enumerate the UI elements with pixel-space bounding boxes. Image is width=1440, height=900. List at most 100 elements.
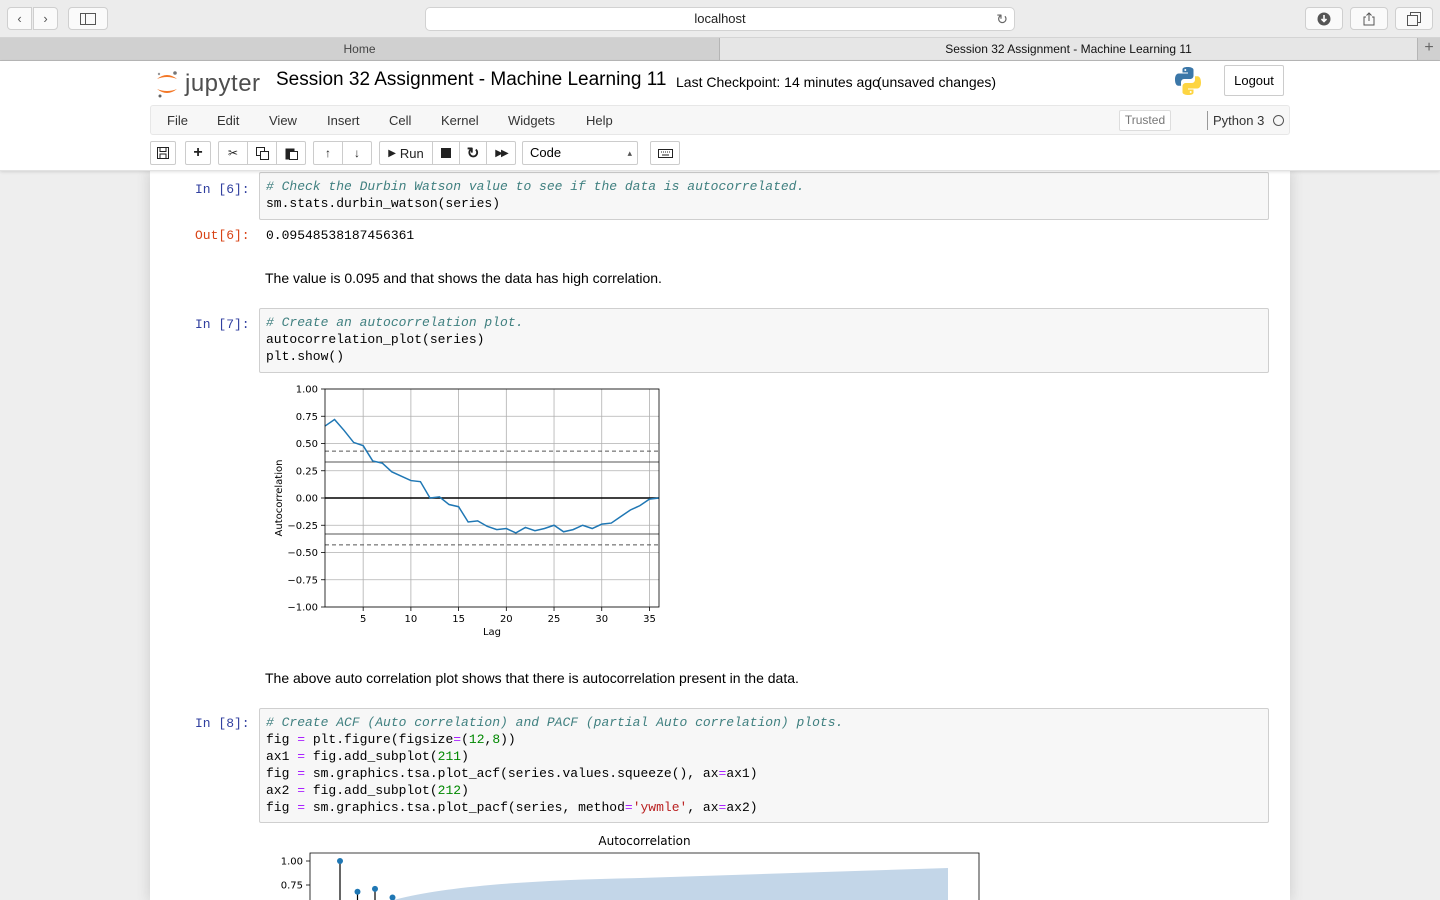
sidebar-toggle-button[interactable] [68, 7, 108, 30]
save-button[interactable] [150, 141, 176, 165]
tab-overview-button[interactable] [1395, 7, 1433, 30]
interrupt-button[interactable] [432, 141, 460, 165]
restart-icon: ↻ [466, 145, 480, 162]
keyboard-icon [657, 148, 673, 158]
tabs-icon [1407, 11, 1421, 26]
autocorrelation-line [324, 418, 660, 534]
cell-8-input[interactable]: # Create ACF (Auto correlation) and PACF… [259, 708, 1269, 823]
notebook-title[interactable]: Session 32 Assignment - Machine Learning… [276, 69, 667, 90]
plot-frame [309, 852, 980, 900]
jupyter-header: jupyter Session 32 Assignment - Machine … [0, 61, 1440, 171]
run-button[interactable]: ▶ Run [379, 141, 433, 165]
cell-6-output-prompt: Out[6]: [195, 228, 250, 243]
step-forward-icon: ▶ [388, 147, 396, 159]
menu-kernel[interactable]: Kernel [441, 113, 479, 128]
acf-marker [389, 894, 396, 900]
restart-run-all-button[interactable]: ▶▶ [486, 141, 516, 165]
menu-edit[interactable]: Edit [217, 113, 240, 128]
menubar: File Edit View Insert Cell Kernel Widget… [150, 105, 1290, 135]
cell-type-select[interactable]: Code ▴ [522, 141, 638, 165]
move-up-button[interactable]: ↑ [313, 141, 343, 165]
copy-icon [255, 146, 269, 160]
code-comment: # Create an autocorrelation plot. [266, 315, 524, 330]
plus-icon: + [1424, 39, 1434, 56]
fast-forward-icon: ▶▶ [495, 147, 508, 159]
share-icon [1363, 11, 1375, 25]
autosave-status: (unsaved changes) [877, 74, 997, 90]
x-tick-label: 10 [405, 614, 418, 625]
x-axis-label: Lag [483, 627, 501, 638]
menu-file[interactable]: File [167, 113, 188, 128]
menu-help[interactable]: Help [586, 113, 613, 128]
y-tick-label: 1.00 [281, 857, 303, 868]
paste-button[interactable] [276, 141, 306, 165]
move-down-button[interactable]: ↓ [342, 141, 372, 165]
acf-marker [372, 885, 378, 892]
arrow-up-icon: ↑ [325, 146, 331, 160]
menu-cell[interactable]: Cell [389, 113, 412, 128]
cell-8-code: # Create ACF (Auto correlation) and PACF… [266, 715, 844, 815]
logo-text: jupyter [185, 70, 261, 97]
markdown-cell-2[interactable]: The above auto correlation plot shows th… [265, 670, 799, 686]
chevron-right-icon: › [43, 11, 48, 26]
cell-7-input-prompt: In [7]: [195, 317, 250, 332]
save-icon [157, 147, 169, 159]
y-tick-label: −0.75 [287, 575, 318, 586]
y-tick-label: 0.50 [296, 439, 318, 450]
sidebar-icon [80, 12, 96, 25]
menu-widgets[interactable]: Widgets [508, 113, 555, 128]
jupyter-logo-icon [157, 71, 177, 98]
kernel-name[interactable]: Python 3 [1213, 113, 1265, 128]
plot-frame [324, 388, 660, 608]
x-tick-label: 30 [595, 614, 608, 625]
code-comment: # Create ACF (Auto correlation) and PACF… [266, 715, 844, 730]
cut-button[interactable]: ✂ [218, 141, 248, 165]
tab-notebook[interactable]: Session 32 Assignment - Machine Learning… [720, 38, 1417, 60]
address-bar[interactable]: localhost ↻ [425, 7, 1015, 31]
new-tab-button[interactable]: + [1417, 38, 1440, 60]
cell-8-input-prompt: In [8]: [195, 716, 250, 731]
x-tick-label: 20 [500, 614, 513, 625]
markdown-cell-1[interactable]: The value is 0.095 and that shows the da… [265, 270, 662, 286]
notebook-toolbar: + ✂ ↑ ↓ ▶ Run ↻ ▶▶ Code ▴ [150, 141, 1290, 166]
menu-insert[interactable]: Insert [327, 113, 360, 128]
python-logo-icon [1175, 67, 1201, 95]
y-tick-label: 1.00 [296, 385, 318, 396]
share-button[interactable] [1350, 7, 1388, 30]
kernel-separator [1207, 111, 1208, 130]
insert-cell-button[interactable]: + [185, 141, 211, 165]
menu-view[interactable]: View [269, 113, 297, 128]
x-tick-label: 15 [452, 614, 465, 625]
select-arrows-icon: ▴ [627, 148, 632, 158]
cell-7-code: # Create an autocorrelation plot. autoco… [266, 315, 524, 364]
y-tick-label: 0.00 [296, 494, 318, 505]
restart-button[interactable]: ↻ [459, 141, 487, 165]
command-palette-button[interactable] [650, 141, 680, 165]
copy-button[interactable] [247, 141, 277, 165]
cell-6-code: # Check the Durbin Watson value to see i… [266, 179, 805, 211]
y-tick-label: 0.25 [296, 466, 318, 477]
cell-7-input[interactable]: # Create an autocorrelation plot. autoco… [259, 308, 1269, 373]
scissors-icon: ✂ [227, 146, 239, 160]
confidence-band [390, 868, 948, 900]
reload-icon[interactable]: ↻ [996, 11, 1008, 27]
back-button[interactable]: ‹ [7, 7, 32, 30]
forward-button[interactable]: › [33, 7, 58, 30]
downloads-button[interactable] [1305, 7, 1343, 30]
trusted-indicator[interactable]: Trusted [1119, 110, 1171, 131]
cell-6-input-prompt: In [6]: [195, 182, 250, 197]
logout-button[interactable]: Logout [1224, 65, 1284, 96]
tab-strip: Home Session 32 Assignment - Machine Lea… [0, 38, 1440, 61]
acf-marker [354, 888, 361, 895]
cell-6-input[interactable]: # Check the Durbin Watson value to see i… [259, 172, 1269, 220]
paste-icon [285, 148, 298, 160]
acf-marker [337, 858, 343, 864]
checkpoint-status: Last Checkpoint: 14 minutes ago [676, 74, 880, 90]
url-text: localhost [694, 11, 746, 26]
jupyter-logo[interactable]: jupyter [155, 67, 261, 101]
plus-icon: + [193, 144, 203, 161]
code-comment: # Check the Durbin Watson value to see i… [266, 179, 805, 194]
y-tick-label: −1.00 [287, 603, 318, 614]
notebook-container: In [6]: # Check the Durbin Watson value … [150, 171, 1290, 900]
tab-home[interactable]: Home [0, 38, 720, 60]
